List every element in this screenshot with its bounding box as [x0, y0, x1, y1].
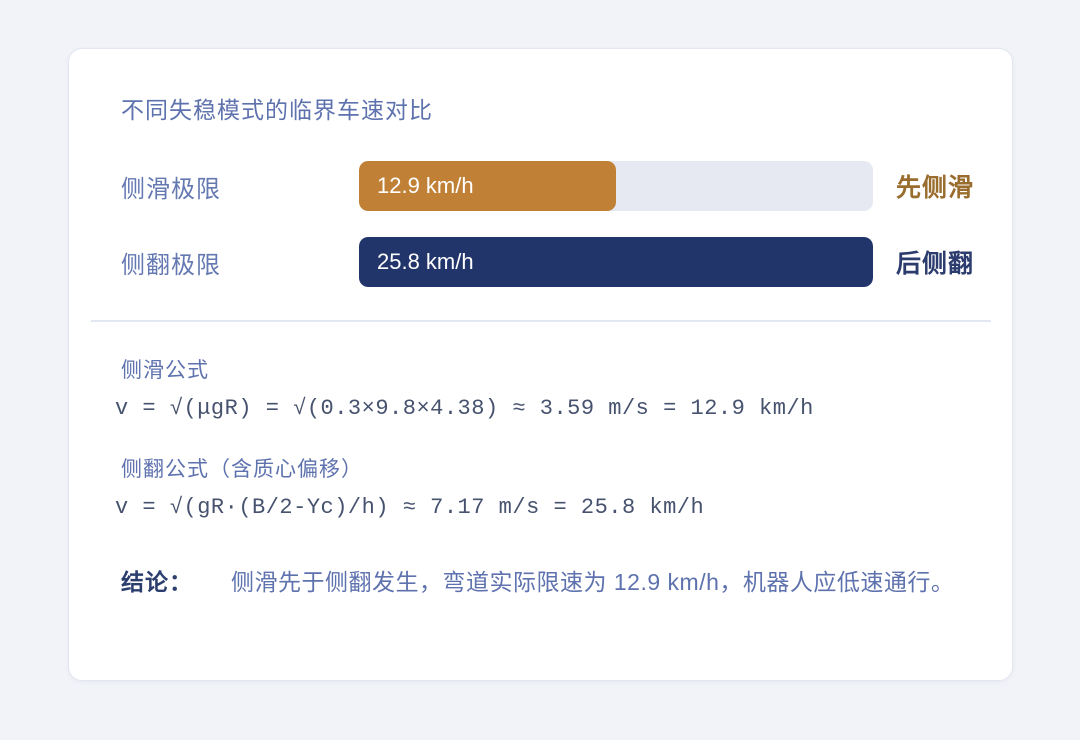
conclusion-label: 结论：: [121, 569, 193, 595]
bar-value-rollover: 25.8 km/h: [377, 249, 474, 274]
slip-formula-block: 侧滑公式 v = √(μgR) = √(0.3×9.8×4.38) ≈ 3.59…: [115, 354, 980, 421]
rollover-formula-heading: 侧翻公式（含质心偏移）: [121, 458, 363, 481]
card-title: 不同失稳模式的临界车速对比: [121, 97, 433, 123]
section-divider: [91, 320, 991, 322]
slip-formula-expression: v = √(μgR) = √(0.3×9.8×4.38) ≈ 3.59 m/s …: [115, 396, 814, 421]
bar-fill-rollover: 25.8 km/h: [359, 237, 873, 287]
bar-tag-rollover-later: 后侧翻: [896, 250, 975, 278]
bar-row-rollover-limit: 侧翻极限 25.8 km/h 后侧翻: [121, 237, 980, 287]
bar-track-slip: 12.9 km/h: [359, 161, 873, 211]
bar-label-rollover-limit: 侧翻极限: [121, 251, 221, 279]
conclusion-block: 结论： 侧滑先于侧翻发生，弯道实际限速为 12.9 km/h，机器人应低速通行。: [121, 564, 980, 600]
slip-formula-heading: 侧滑公式: [121, 359, 209, 382]
bar-label-slip-limit: 侧滑极限: [121, 175, 221, 203]
bar-value-slip: 12.9 km/h: [377, 173, 474, 198]
rollover-formula-expression: v = √(gR·(B/2-Yc)/h) ≈ 7.17 m/s = 25.8 k…: [115, 495, 705, 520]
bar-track-rollover: 25.8 km/h: [359, 237, 873, 287]
bar-tag-slip-first: 先侧滑: [896, 174, 975, 202]
bar-row-slip-limit: 侧滑极限 12.9 km/h 先侧滑: [121, 161, 980, 211]
critical-speed-comparison-card: 不同失稳模式的临界车速对比 侧滑极限 12.9 km/h 先侧滑 侧翻极限 25…: [68, 48, 1013, 681]
bar-fill-slip: 12.9 km/h: [359, 161, 616, 211]
rollover-formula-block: 侧翻公式（含质心偏移） v = √(gR·(B/2-Yc)/h) ≈ 7.17 …: [115, 453, 980, 520]
conclusion-text: 侧滑先于侧翻发生，弯道实际限速为 12.9 km/h，机器人应低速通行。: [231, 569, 955, 595]
